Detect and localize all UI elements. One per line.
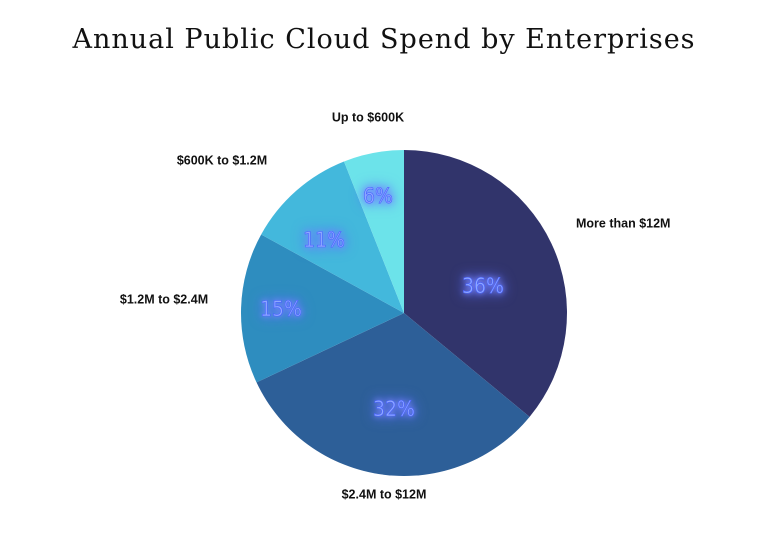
slice-percent-label: 6% [363,184,393,208]
slice-category-label: More than $12M [576,216,670,230]
pie-slice [404,150,567,417]
slice-category-label: $1.2M to $2.4M [120,292,208,306]
pie-slice [241,234,404,383]
slice-category-label: $600K to $1.2M [177,153,267,167]
slice-percent-label: 36% [462,274,504,298]
slice-category-label: $2.4M to $12M [342,487,427,501]
slice-percent-label: 32% [373,397,415,421]
chart-title: Annual Public Cloud Spend by Enterprises [72,24,696,55]
slice-category-label: Up to $600K [332,110,404,124]
pie-slice [343,150,404,313]
percent-labels: 36% 32% 15% 11% 6% [260,184,505,422]
pie-slice [256,313,530,477]
pie-slice [261,161,404,313]
category-labels: More than $12M $2.4M to $12M $1.2M to $2.4… [120,110,671,501]
pie-slices [241,150,567,477]
slice-percent-label: 11% [303,228,345,252]
slice-percent-label: 15% [260,297,302,321]
